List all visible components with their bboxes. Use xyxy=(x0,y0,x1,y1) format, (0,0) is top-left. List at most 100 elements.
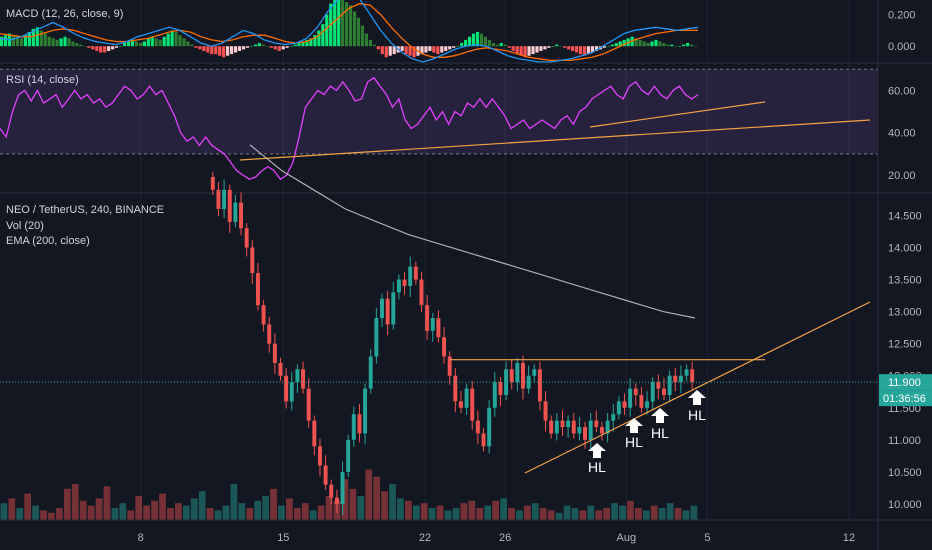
macd-hist-bar xyxy=(444,46,448,51)
candle-body xyxy=(521,362,525,389)
volume-bar xyxy=(103,486,111,520)
macd-hist-bar xyxy=(122,43,127,47)
candle-body xyxy=(504,369,509,395)
macd-hist-bar xyxy=(178,35,182,47)
volume-bar xyxy=(476,508,484,520)
price-tick-label: 10.000 xyxy=(888,499,922,511)
candle xyxy=(470,380,475,430)
candle-body xyxy=(628,388,633,408)
volume-bar xyxy=(650,505,658,520)
candle-body xyxy=(605,420,610,434)
macd-hist-bar xyxy=(55,39,59,47)
hl-label: HL xyxy=(651,425,669,441)
volume-bar xyxy=(151,500,158,520)
macd-hist-bar xyxy=(257,43,261,47)
volume-bar xyxy=(531,503,539,520)
volume-bar xyxy=(175,503,182,520)
volume-bar xyxy=(293,508,301,520)
macd-hist-bar xyxy=(277,46,281,51)
macd-hist-bar xyxy=(15,36,20,47)
macd-hist-bar xyxy=(321,24,325,47)
macd-hist-bar xyxy=(3,35,8,47)
volume-bar xyxy=(603,508,611,520)
macd-hist-bar xyxy=(606,46,610,47)
hl-label: HL xyxy=(588,459,606,475)
macd-hist-bar xyxy=(71,41,75,47)
candle xyxy=(549,415,554,439)
macd-hist-bar xyxy=(567,46,571,50)
macd-hist-bar xyxy=(47,36,51,47)
macd-hist-bar xyxy=(281,46,285,50)
candle xyxy=(442,327,447,364)
macd-hist-bar xyxy=(686,43,690,47)
candle-body xyxy=(436,318,441,338)
volume-bar xyxy=(71,484,79,520)
candle xyxy=(323,455,328,490)
candle xyxy=(532,364,537,383)
candle-body xyxy=(216,189,221,210)
candle xyxy=(222,179,227,219)
macd-hist-bar xyxy=(130,39,135,47)
volume-bar xyxy=(182,505,190,520)
candle xyxy=(216,182,221,217)
macd-hist-bar xyxy=(67,38,71,47)
macd-hist-bar xyxy=(670,44,674,47)
candle xyxy=(645,391,650,415)
macd-hist-bar xyxy=(408,46,412,56)
macd-hist-bar xyxy=(555,44,559,47)
macd-hist-bar xyxy=(237,46,242,51)
candle xyxy=(599,421,604,441)
volume-bar xyxy=(405,500,412,520)
support-trendline[interactable] xyxy=(524,301,871,474)
macd-hist-bar xyxy=(111,46,115,50)
candle-body xyxy=(250,247,255,274)
macd-hist-bar xyxy=(83,46,87,47)
hl-annotation: HL xyxy=(651,408,669,441)
candle xyxy=(329,479,334,505)
macd-hist-bar xyxy=(618,41,622,47)
macd-line xyxy=(0,0,699,63)
macd-hist-bar xyxy=(582,46,587,56)
candle xyxy=(272,333,277,374)
macd-hist-bar xyxy=(222,46,226,58)
candle xyxy=(233,194,238,227)
candle xyxy=(430,312,435,342)
candle xyxy=(250,239,255,285)
macd-hist-bar xyxy=(138,43,142,47)
macd-hist-bar xyxy=(182,38,186,47)
time-tick-label: 12 xyxy=(843,532,855,544)
macd-hist-bar xyxy=(19,38,23,47)
candle xyxy=(594,410,599,433)
macd-hist-bar xyxy=(166,33,170,47)
macd-hist-bar xyxy=(650,41,654,47)
volume-bar xyxy=(309,510,317,520)
candle xyxy=(402,271,407,295)
price-tick-label: 0.000 xyxy=(888,41,916,53)
price-pane[interactable]: HL HL HL HL NEO / TetherUS, 240, BINANCE Vo… xyxy=(0,144,878,520)
candle-body xyxy=(532,369,537,376)
volume-bar xyxy=(452,508,460,520)
price-scale[interactable]: 0.200 0.000 60.00 40.00 20.00 14.500 14.000 13.… xyxy=(888,10,922,511)
candle xyxy=(611,403,616,432)
candle-body xyxy=(278,362,283,376)
macd-pane[interactable]: MACD (12, 26, close, 9) xyxy=(0,0,699,63)
candle-body xyxy=(312,420,317,447)
macd-hist-bar xyxy=(579,46,583,55)
candle-body xyxy=(475,420,480,434)
macd-hist-bar xyxy=(75,43,79,47)
candle-body xyxy=(346,439,351,472)
candle-body xyxy=(295,369,300,383)
candle-body xyxy=(515,362,520,383)
volume-bar xyxy=(690,505,698,520)
macd-hist-bar xyxy=(694,46,698,47)
macd-hist-bar xyxy=(666,44,670,47)
rsi-pane[interactable]: RSI (14, close) xyxy=(0,68,878,181)
rsi-line xyxy=(0,76,699,181)
hl-annotation: HL xyxy=(688,390,706,423)
time-scale[interactable]: 8 15 22 26 Aug 5 12 xyxy=(138,532,856,544)
volume-bar xyxy=(63,488,71,520)
hl-label: HL xyxy=(688,407,706,423)
grid xyxy=(140,0,850,520)
